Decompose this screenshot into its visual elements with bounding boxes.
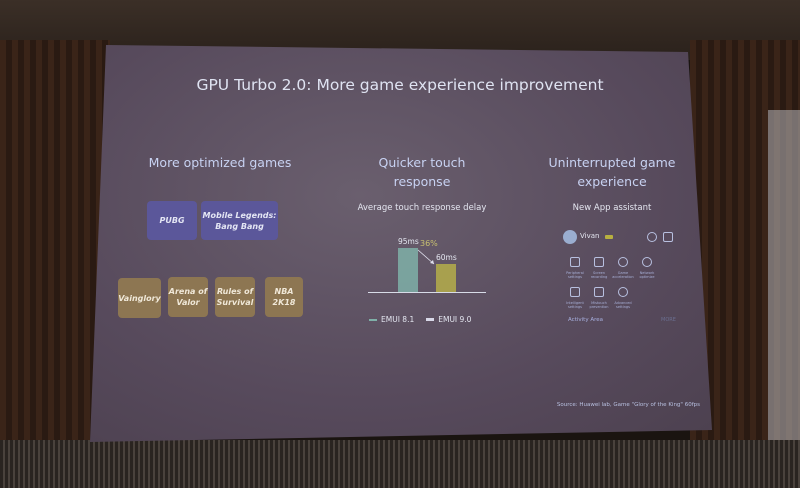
col3-subtitle: New App assistant [572, 203, 652, 213]
game-arena-of-valor: Arena of Valor [168, 277, 208, 317]
tool-label: Advanced settings [614, 301, 632, 309]
assistant-row-2: Intelligent settings Mistouch prevention… [563, 287, 635, 309]
legend-item-emui-9-0: EMUI 9.0 [426, 316, 471, 324]
assistant-row-1: Peripheral settings Screen recording Gam… [563, 257, 659, 279]
game-pubg: PUBG [147, 201, 197, 240]
legend-swatch [426, 318, 435, 322]
activity-area-label: Activity Area [568, 317, 603, 323]
left-curtain [0, 40, 110, 460]
avatar [563, 230, 577, 244]
tool-intelligent: Intelligent settings [563, 287, 587, 309]
tool-screen-recording: Screen recording [587, 257, 611, 279]
gear-icon [618, 287, 628, 297]
tool-label: Network optimize [639, 271, 655, 279]
tool-mistouch: Mistouch prevention [587, 287, 611, 309]
reduction-label: 36% [420, 239, 438, 248]
slide-title: GPU Turbo 2.0: More game experience impr… [196, 76, 604, 94]
game-rules-of-survival: Rules of Survival [215, 277, 255, 317]
tool-label: Screen recording [590, 271, 608, 279]
game-vainglory: Vainglory [118, 278, 161, 318]
network-icon [642, 257, 652, 267]
hand-icon [570, 287, 580, 297]
side-screen [768, 110, 800, 440]
stage-edge [0, 440, 800, 488]
bar-chart: 95ms 60ms 36% [368, 222, 486, 293]
more-link: MORE [661, 317, 676, 323]
legend-label: EMUI 9.0 [438, 315, 472, 324]
data-label-emui-8-1: 95ms [398, 236, 419, 246]
tool-network: Network optimize [635, 257, 659, 279]
bar-emui-8-1 [398, 247, 418, 292]
rocket-icon [618, 257, 628, 267]
gamepad-icon [570, 257, 580, 267]
col2-heading-line1: Quicker touch [378, 155, 466, 170]
source-note: Source: Huawei lab, Game "Glory of the K… [556, 402, 700, 408]
col2-heading-line2: response [393, 174, 451, 189]
tool-peripheral-settings: Peripheral settings [563, 257, 587, 279]
legend-label: EMUI 8.1 [381, 315, 415, 324]
tool-game-acceleration: Game acceleration [611, 257, 635, 279]
col3-heading-line2: experience [577, 174, 647, 189]
username: Vivan [580, 232, 600, 240]
battery-icon [605, 235, 613, 239]
col3-heading-line1: Uninterrupted game [548, 155, 676, 170]
tool-label: Mistouch prevention [589, 301, 609, 309]
camera-icon [594, 257, 604, 267]
notes-icon [663, 232, 673, 242]
game-nba-2k18: NBA 2K18 [265, 277, 303, 317]
chart-title: Average touch response delay [357, 203, 487, 213]
tool-label: Game acceleration [612, 271, 634, 279]
tool-advanced: Advanced settings [611, 287, 635, 309]
friends-icon [647, 232, 657, 242]
game-mobile-legends: Mobile Legends: Bang Bang [201, 201, 278, 240]
legend-item-emui-8-1: EMUI 8.1 [369, 316, 414, 324]
lock-icon [594, 287, 604, 297]
bar-emui-9-0 [436, 264, 456, 292]
data-label-emui-9-0: 60ms [436, 253, 457, 262]
tool-label: Peripheral settings [566, 271, 584, 279]
legend-swatch [369, 318, 377, 321]
col1-heading: More optimized games [148, 155, 292, 170]
x-axis [368, 292, 486, 293]
tool-label: Intelligent settings [566, 301, 584, 309]
reduction-arrow-icon [417, 249, 435, 265]
chart-legend: EMUI 8.1 EMUI 9.0 [369, 316, 471, 324]
